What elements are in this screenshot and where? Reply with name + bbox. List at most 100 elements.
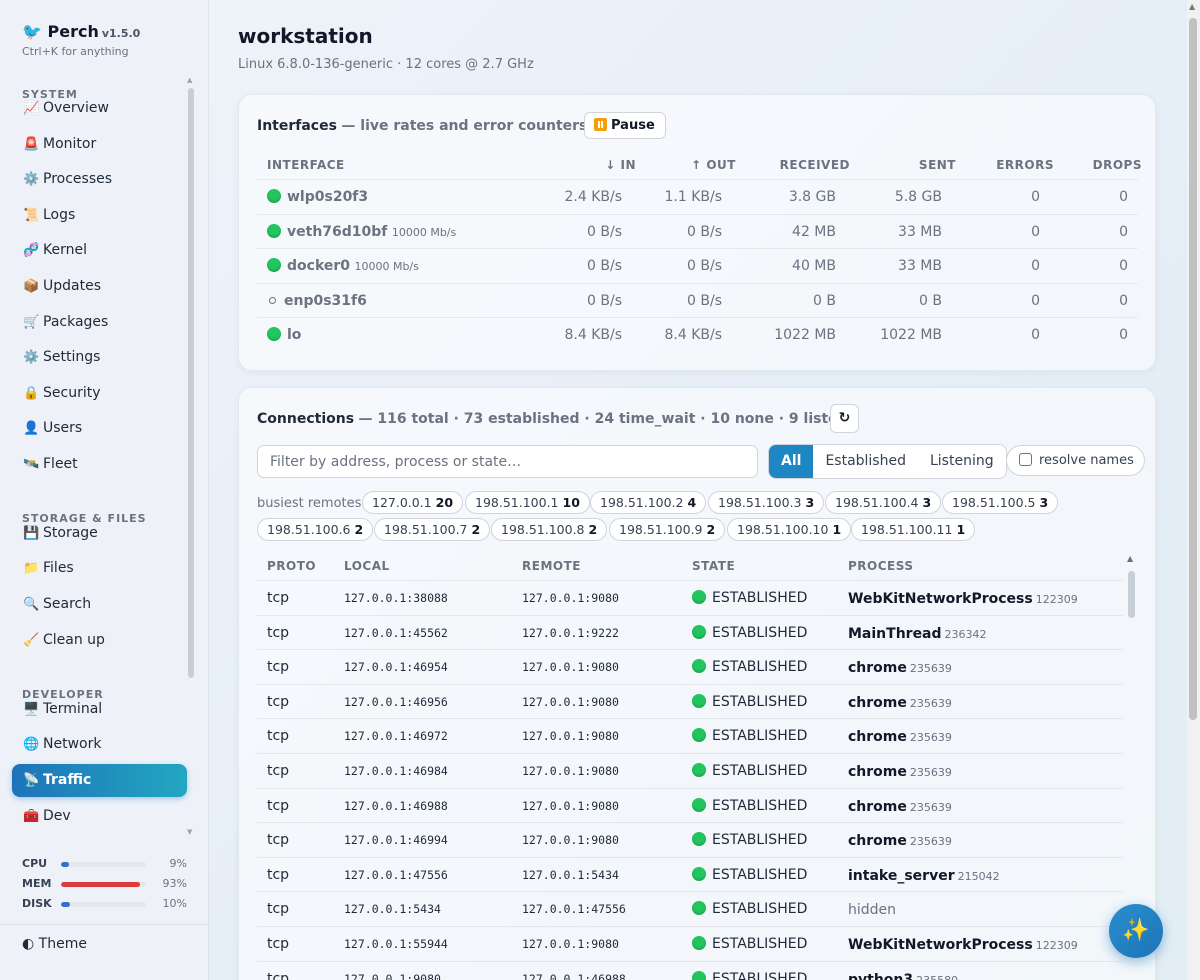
sidebar-item-clean-up[interactable]: 🧹 Clean up [12, 624, 187, 657]
sidebar-item-label: Storage [43, 525, 98, 541]
app-brand[interactable]: 🐦 Perch v1.5.0 [22, 22, 140, 41]
busiest-remote-chip[interactable]: 198.51.100.7 2 [374, 518, 491, 541]
chip-count: 20 [435, 495, 454, 510]
interface-row[interactable]: wlp0s20f3 2.4 KB/s 1.1 KB/s 3.8 GB 5.8 GB 0 0 [257, 179, 1138, 214]
interface-name-cell: enp0s31f6 [267, 284, 367, 318]
busiest-remote-chip[interactable]: 198.51.100.10 1 [727, 518, 852, 541]
busiest-remote-chip[interactable]: 198.51.100.6 2 [257, 518, 374, 541]
busiest-remote-chip[interactable]: 198.51.100.11 1 [851, 518, 976, 541]
assistant-button[interactable]: ✨ [1109, 904, 1163, 958]
sidebar-item-network[interactable]: 🌐 Network [12, 728, 187, 761]
sidebar-item-fleet[interactable]: 🛰️ Fleet [12, 448, 187, 481]
sidebar-item-label: Kernel [43, 242, 87, 258]
connection-row[interactable]: tcp 127.0.0.1:55944 127.0.0.1:9080 ESTABLIS… [257, 926, 1123, 961]
filter-all[interactable]: All [769, 445, 814, 478]
sidebar-nav[interactable]: SYSTEM STORAGE & FILES DEVELOPER 📈 Overview 🚨… [0, 80, 209, 838]
busiest-remote-chip[interactable]: 198.51.100.1 10 [465, 491, 590, 514]
sidebar-scroll-down-icon[interactable]: ▼ [187, 828, 193, 836]
sidebar-item-dev[interactable]: 🧰 Dev [12, 800, 187, 833]
interface-out: 1.1 KB/s [664, 189, 722, 205]
status-up-icon [267, 258, 281, 272]
interface-row[interactable]: docker0 10000 Mb/s 0 B/s 0 B/s 40 MB 33 MB 0 0 [257, 248, 1138, 283]
sidebar-item-packages[interactable]: 🛒 Packages [12, 306, 187, 339]
connection-row[interactable]: tcp 127.0.0.1:46972 127.0.0.1:9080 ESTABLIS… [257, 718, 1123, 753]
connection-proto: tcp [267, 970, 290, 980]
sidebar-item-icon: 📜 [23, 208, 40, 223]
sidebar-item-storage[interactable]: 💾 Storage [12, 517, 187, 550]
page-title: workstation [238, 24, 373, 48]
connection-row[interactable]: tcp 127.0.0.1:9080 127.0.0.1:46988 ESTABLIS… [257, 960, 1123, 980]
sidebar-item-traffic[interactable]: 📡 Traffic [12, 764, 187, 797]
sidebar-item-users[interactable]: 👤 Users [12, 412, 187, 445]
status-up-icon [267, 189, 281, 203]
refresh-button[interactable]: ↻ [830, 404, 859, 433]
page-scroll-up-icon[interactable]: ▲ [1189, 2, 1196, 11]
chip-count: 1 [832, 522, 842, 537]
connection-row[interactable]: tcp 127.0.0.1:46994 127.0.0.1:9080 ESTABLIS… [257, 822, 1123, 857]
interfaces-col-header: SENT [918, 158, 956, 172]
sidebar-item-overview[interactable]: 📈 Overview [12, 92, 187, 125]
connection-row[interactable]: tcp 127.0.0.1:5434 127.0.0.1:47556 ESTABLIS… [257, 891, 1123, 926]
sidebar-scroll-up-icon[interactable]: ▲ [187, 76, 193, 84]
interface-row[interactable]: enp0s31f6 0 B/s 0 B/s 0 B 0 B 0 0 [257, 282, 1138, 318]
connection-row[interactable]: tcp 127.0.0.1:47556 127.0.0.1:5434 ESTABLIS… [257, 856, 1123, 892]
busiest-remote-chip[interactable]: 198.51.100.2 4 [590, 491, 707, 514]
busiest-remote-chip[interactable]: 198.51.100.3 3 [708, 491, 825, 514]
resolve-names-checkbox[interactable] [1019, 453, 1032, 466]
chip-address: 198.51.100.8 [501, 522, 585, 537]
connection-row[interactable]: tcp 127.0.0.1:46956 127.0.0.1:9080 ESTABLIS… [257, 683, 1123, 719]
connection-state-label: ESTABLISHED [712, 693, 808, 710]
connection-local: 127.0.0.1:5434 [344, 902, 441, 917]
sidebar-item-security[interactable]: 🔒 Security [12, 377, 187, 410]
chip-address: 198.51.100.9 [619, 522, 703, 537]
chip-address: 198.51.100.11 [861, 522, 953, 537]
sidebar-item-terminal[interactable]: 🖥️ Terminal [12, 693, 187, 726]
sidebar-item-updates[interactable]: 📦 Updates [12, 270, 187, 303]
connection-state: ESTABLISHED [692, 962, 807, 980]
interface-row[interactable]: veth76d10bf 10000 Mb/s 0 B/s 0 B/s 42 MB 33 … [257, 213, 1138, 249]
connections-filter-input[interactable] [257, 445, 758, 478]
connection-local: 127.0.0.1:46956 [344, 694, 448, 709]
sidebar-item-processes[interactable]: ⚙️ Processes [12, 163, 187, 196]
busiest-remote-chip[interactable]: 198.51.100.4 3 [825, 491, 942, 514]
connection-row[interactable]: tcp 127.0.0.1:38088 127.0.0.1:9080 ESTABLIS… [257, 580, 1123, 615]
interface-in: 0 B/s [587, 223, 622, 240]
sidebar-item-settings[interactable]: ⚙️ Settings [12, 341, 187, 374]
interface-in: 0 B/s [587, 258, 622, 274]
sidebar-item-icon: 🔒 [23, 386, 40, 401]
table-scroll-up-icon[interactable]: ▲ [1127, 554, 1134, 563]
filter-established[interactable]: Established [825, 453, 906, 469]
process-name: chrome [848, 729, 907, 746]
busiest-remote-chip[interactable]: 198.51.100.9 2 [609, 518, 726, 541]
sidebar-scrollbar[interactable] [188, 88, 194, 678]
sidebar-item-monitor[interactable]: 🚨 Monitor [12, 128, 187, 161]
connection-row[interactable]: tcp 127.0.0.1:45562 127.0.0.1:9222 ESTABLIS… [257, 614, 1123, 650]
interface-name: docker0 [287, 258, 351, 274]
theme-toggle[interactable]: ◐ Theme [22, 936, 87, 952]
connection-process: hidden [848, 892, 896, 927]
filter-listening[interactable]: Listening [929, 453, 994, 469]
sidebar-item-files[interactable]: 📁 Files [12, 552, 187, 585]
interfaces-title: Interfaces — live rates and error counte… [257, 118, 588, 134]
process-pid: 122309 [1035, 593, 1078, 606]
connection-row[interactable]: tcp 127.0.0.1:46954 127.0.0.1:9080 ESTABLIS… [257, 649, 1123, 684]
connection-row[interactable]: tcp 127.0.0.1:46984 127.0.0.1:9080 ESTABLIS… [257, 753, 1123, 788]
resolve-names-toggle[interactable]: resolve names [1006, 445, 1145, 476]
busiest-remote-chip[interactable]: 198.51.100.5 3 [942, 491, 1059, 514]
table-scrollbar[interactable] [1128, 571, 1135, 618]
sidebar-item-kernel[interactable]: 🧬 Kernel [12, 234, 187, 267]
pause-button[interactable]: Pause [584, 112, 666, 139]
sidebar-item-search[interactable]: 🔍 Search [12, 588, 187, 621]
connections-col-header: STATE [692, 559, 736, 573]
sidebar-divider [0, 924, 209, 925]
busiest-remote-chip[interactable]: 127.0.0.1 20 [362, 491, 464, 514]
sidebar-item-logs[interactable]: 📜 Logs [12, 199, 187, 232]
state-established-icon [692, 936, 706, 950]
sidebar-item-icon: 🧰 [23, 809, 40, 824]
busiest-remote-chip[interactable]: 198.51.100.8 2 [491, 518, 608, 541]
interface-row[interactable]: lo 8.4 KB/s 8.4 KB/s 1022 MB 1022 MB 0 0 [257, 317, 1138, 352]
page-scrollbar-thumb[interactable] [1189, 18, 1197, 720]
process-name: WebKitNetworkProcess [848, 937, 1033, 953]
interface-errors: 0 [1031, 223, 1040, 240]
connection-row[interactable]: tcp 127.0.0.1:46988 127.0.0.1:9080 ESTABLIS… [257, 787, 1123, 823]
